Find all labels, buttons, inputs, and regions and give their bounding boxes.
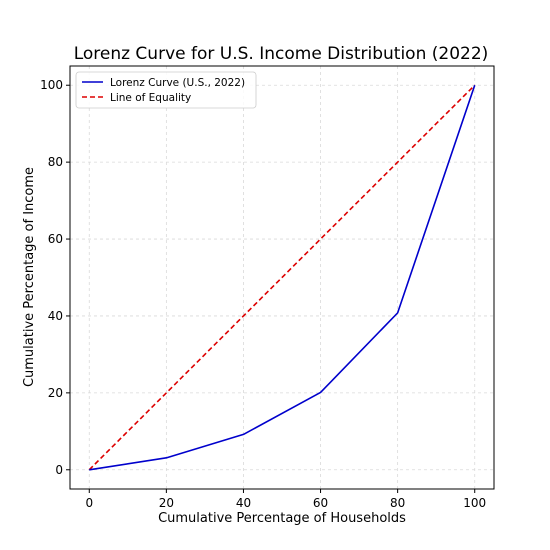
- axis-ticks: 0 20 40 60 80 100 0 20 40 60 80 100: [40, 78, 486, 510]
- y-tick-label: 60: [48, 232, 63, 246]
- grid-lines: [70, 66, 494, 489]
- y-tick-label: 80: [48, 155, 63, 169]
- lorenz-curve-u-s-2022-line: [89, 84, 476, 471]
- chart-title: Lorenz Curve for U.S. Income Distributio…: [74, 44, 489, 64]
- legend-label-line-of-equality: Line of Equality: [110, 92, 191, 104]
- x-tick-label: 100: [463, 496, 486, 510]
- y-axis-label: Cumulative Percentage of Income: [22, 167, 37, 387]
- y-tick-label: 20: [48, 386, 63, 400]
- x-tick-label: 0: [85, 496, 93, 510]
- x-tick-label: 40: [236, 496, 251, 510]
- legend-box: [75, 71, 257, 109]
- y-tick-label: 0: [55, 463, 63, 477]
- plot-frame: [69, 65, 495, 490]
- series-lines: [88, 84, 476, 471]
- x-tick-label: 60: [313, 496, 328, 510]
- x-tick-label: 80: [390, 496, 405, 510]
- line-of-equality-line: [88, 84, 476, 471]
- x-tick-label: 20: [159, 496, 174, 510]
- legend: Lorenz Curve (U.S., 2022) Line of Equalit…: [75, 71, 257, 109]
- y-tick-label: 40: [48, 309, 63, 323]
- legend-label-lorenz-curve-u-s-2022: Lorenz Curve (U.S., 2022): [110, 77, 245, 89]
- x-axis-label: Cumulative Percentage of Households: [158, 511, 406, 526]
- y-tick-label: 100: [40, 78, 63, 92]
